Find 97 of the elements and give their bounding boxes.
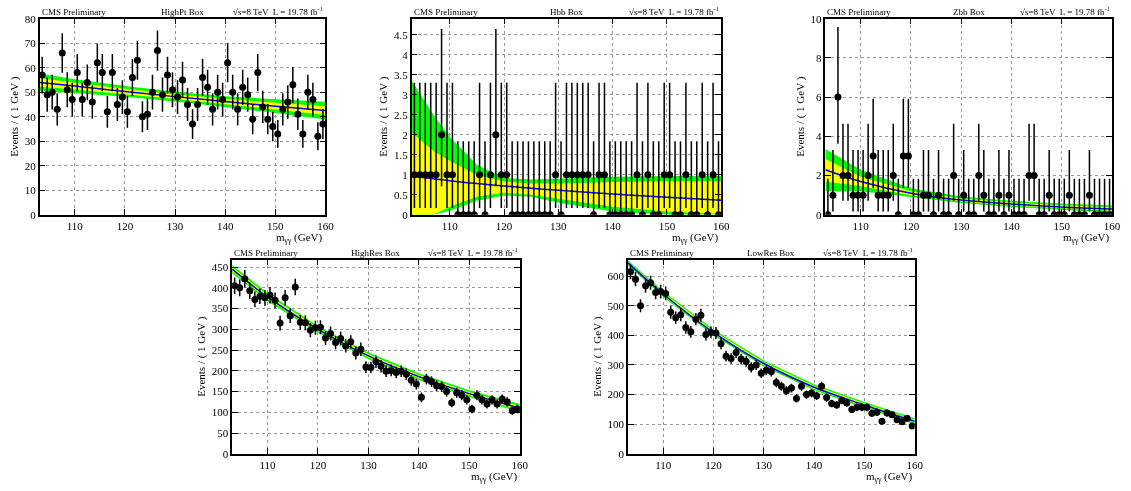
- text: CMS Preliminary: [414, 7, 479, 17]
- y-tick-label: 4.5: [394, 28, 409, 41]
- y-tick-label: 70: [24, 37, 37, 50]
- x-tick-label: 160: [906, 458, 924, 471]
- x-tick-label: 140: [1003, 219, 1021, 232]
- x-tick-label: 130: [755, 458, 773, 471]
- text: CMS Preliminary: [630, 248, 695, 258]
- x-tick-label: 140: [604, 219, 622, 232]
- y-tick-label: 4: [815, 130, 822, 143]
- chart-title: HighPt Box: [161, 7, 205, 17]
- x-tick-label: 130: [166, 219, 184, 232]
- x-tick-label: 150: [1053, 219, 1071, 232]
- y-tick-label: 300: [607, 358, 625, 371]
- y-tick-label: 4: [402, 48, 409, 61]
- y-tick-label: 3: [402, 88, 409, 101]
- y-axis-title: Events / ( 1 GeV ): [377, 76, 391, 157]
- x-tick-label: 160: [1103, 219, 1121, 232]
- y-tick-label: 3.5: [394, 68, 409, 81]
- y-tick-label: 600: [607, 270, 625, 283]
- x-axis-title: m$_{γγ}$ (GeV): [276, 231, 323, 246]
- y-tick-label: 0: [815, 208, 822, 221]
- chart-title: Hbb Box: [550, 7, 584, 17]
- x-tick-label: 140: [216, 219, 234, 232]
- y-tick-label: 0: [402, 208, 409, 221]
- y-tick-label: 0: [618, 447, 625, 460]
- x-tick-label: 120: [902, 219, 920, 232]
- x-tick-label: 140: [805, 458, 823, 471]
- x-tick-label: 150: [856, 458, 874, 471]
- y-tick-label: 10: [810, 12, 822, 25]
- y-tick-label: 200: [607, 388, 625, 401]
- y-tick-label: 100: [607, 418, 625, 431]
- y-axis-title: Events / ( 1 GeV ): [7, 76, 21, 157]
- x-tick-label: 160: [511, 458, 529, 471]
- x-axis-title: m$_{γγ}$ (GeV): [866, 470, 913, 485]
- y-tick-label: 400: [211, 281, 229, 294]
- y-tick-label: 150: [211, 385, 229, 398]
- y-tick-label: 1: [402, 168, 408, 181]
- text: √s=8 TeV L = 19.78 fb$^{-1}$: [629, 5, 719, 17]
- x-tick-label: 120: [116, 219, 134, 232]
- y-tick-label: 0.5: [394, 188, 409, 201]
- chart-title: Zbb Box: [953, 7, 986, 17]
- x-tick-label: 160: [317, 219, 335, 232]
- text: CMS Preliminary: [42, 7, 107, 17]
- y-tick-label: 40: [24, 110, 37, 123]
- y-tick-label: 1.5: [394, 148, 409, 161]
- y-tick-label: 60: [24, 61, 37, 74]
- y-tick-label: 300: [211, 323, 229, 336]
- y-tick-label: 250: [211, 343, 229, 356]
- y-tick-label: 500: [607, 299, 625, 312]
- x-tick-label: 120: [495, 219, 513, 232]
- text: √s=8 TeV L = 19.78 fb$^{-1}$: [823, 246, 913, 258]
- y-tick-label: 450: [211, 260, 229, 273]
- y-tick-label: 50: [24, 86, 37, 99]
- x-tick-label: 110: [852, 219, 870, 232]
- y-axis-title: Events / ( 1 GeV ): [793, 76, 807, 157]
- text: √s=8 TeV L = 19.78 fb$^{-1}$: [1020, 5, 1110, 17]
- y-tick-label: 0: [222, 447, 229, 460]
- text: CMS Preliminary: [234, 248, 299, 258]
- y-axis-title: Events / ( 1 GeV ): [194, 316, 208, 397]
- x-tick-label: 150: [658, 219, 676, 232]
- y-tick-label: 100: [211, 406, 229, 419]
- y-tick-label: 30: [24, 135, 37, 148]
- chart-title: HighRes Box: [351, 248, 401, 258]
- x-tick-label: 120: [309, 458, 327, 471]
- x-tick-label: 110: [441, 219, 459, 232]
- text: √s=8 TeV L = 19.78 fb$^{-1}$: [233, 5, 323, 17]
- x-tick-label: 110: [66, 219, 84, 232]
- y-tick-label: 2: [402, 128, 408, 141]
- x-tick-label: 150: [461, 458, 479, 471]
- text: √s=8 TeV L = 19.78 fb$^{-1}$: [428, 246, 518, 258]
- y-tick-label: 400: [607, 329, 625, 342]
- x-tick-label: 130: [360, 458, 378, 471]
- x-axis-title: m$_{γγ}$ (GeV): [672, 231, 719, 246]
- y-tick-label: 0: [30, 208, 37, 221]
- x-tick-label: 160: [712, 219, 730, 232]
- x-tick-label: 110: [259, 458, 277, 471]
- x-axis-title: m$_{γγ}$ (GeV): [471, 470, 518, 485]
- y-tick-label: 350: [211, 302, 229, 315]
- y-tick-label: 20: [24, 159, 37, 172]
- text: CMS Preliminary: [827, 7, 892, 17]
- y-tick-label: 50: [217, 426, 229, 439]
- x-tick-label: 130: [952, 219, 970, 232]
- y-tick-label: 2.5: [394, 108, 409, 121]
- y-tick-label: 2: [815, 169, 822, 182]
- chart-title: LowRes Box: [747, 248, 795, 258]
- y-axis-title: Events / ( 1 GeV ): [590, 316, 604, 397]
- y-tick-label: 6: [815, 90, 822, 103]
- x-axis-title: m$_{γγ}$ (GeV): [1063, 231, 1110, 246]
- x-tick-label: 130: [550, 219, 568, 232]
- y-tick-label: 80: [24, 12, 37, 25]
- y-tick-label: 8: [815, 51, 822, 64]
- x-tick-label: 120: [705, 458, 723, 471]
- x-tick-label: 110: [655, 458, 672, 471]
- y-tick-label: 200: [211, 364, 229, 377]
- x-tick-label: 150: [267, 219, 285, 232]
- x-tick-label: 140: [410, 458, 428, 471]
- y-tick-label: 10: [24, 184, 37, 197]
